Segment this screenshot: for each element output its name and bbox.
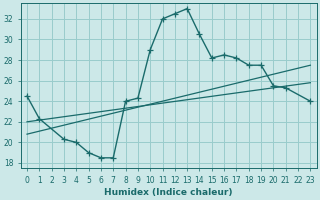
X-axis label: Humidex (Indice chaleur): Humidex (Indice chaleur) [104, 188, 233, 197]
